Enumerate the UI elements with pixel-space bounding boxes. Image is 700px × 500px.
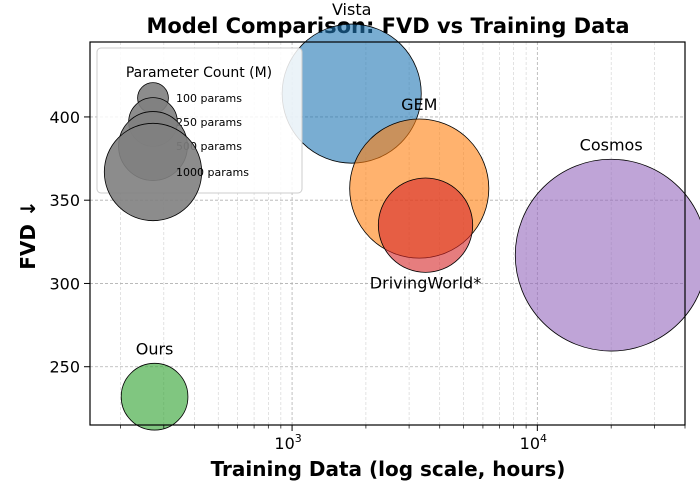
legend-entry-label: 100 params [176,92,242,105]
legend-entry-label: 1000 params [176,166,249,179]
legend-marker [103,122,203,222]
data-point [120,362,189,431]
y-tick-label: 300 [49,274,80,293]
x-tick-label: 104 [520,432,547,453]
x-tick-exponent: 4 [540,432,547,445]
y-tick-label: 350 [49,191,80,210]
points-layer: Vista GEM DrivingWorld* Cosmos Ours [120,0,700,431]
data-point-label: GEM [401,95,437,114]
y-axis-label: FVD ↓ [16,200,40,269]
plot-frame [89,41,686,426]
x-tick-label: 103 [274,432,301,453]
y-tick-label: 250 [49,358,80,377]
data-point-label: Ours [136,339,174,358]
data-point [514,158,700,352]
data-point [377,177,474,273]
y-tick-label: 400 [49,108,80,127]
data-point-label: DrivingWorld* [370,273,481,292]
data-point-label: Vista [332,0,371,19]
x-tick-exponent: 3 [295,432,302,445]
legend-title: Parameter Count (M) [126,65,272,81]
legend: Parameter Count (M) 100 params 250 params… [96,47,303,222]
x-axis-label: Training Data (log scale, hours) [211,457,566,481]
legend-entry-label: 250 params [176,116,242,129]
data-point-label: Cosmos [580,135,643,154]
